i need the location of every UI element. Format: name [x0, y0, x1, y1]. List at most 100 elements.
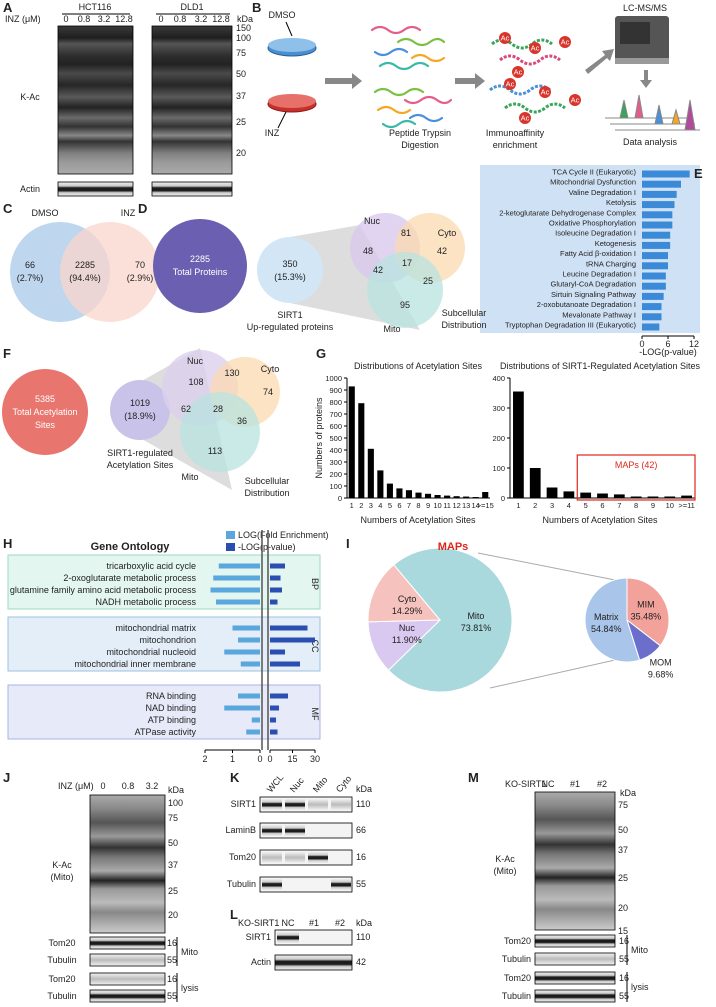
label: kDa — [356, 918, 372, 928]
blot — [534, 934, 616, 948]
dose: 0.8 — [78, 14, 91, 24]
workflow-b — [267, 16, 700, 131]
marker: 25 — [618, 873, 628, 883]
marker: 75 — [618, 800, 628, 810]
label: kDa — [237, 14, 253, 24]
label: Tom20 — [48, 974, 75, 984]
instrument-base — [615, 58, 669, 64]
blot — [534, 791, 616, 931]
y-tick-label: 100 — [329, 482, 342, 491]
category-label: mitochondrial inner membrane — [74, 659, 196, 669]
set-circle — [367, 252, 443, 328]
blot — [89, 953, 166, 967]
label: Tom20 — [229, 852, 256, 862]
category-label: Ketogenesis — [595, 239, 637, 248]
chart-title: Distributions of Acetylation Sites — [354, 361, 483, 371]
label: Data analysis — [623, 137, 678, 147]
label: INZ (μM) — [58, 781, 94, 791]
label: INZ (μM) — [5, 14, 41, 24]
slice-label: MIM — [637, 600, 655, 610]
bar — [642, 190, 677, 198]
category-label: NAD binding — [145, 703, 196, 713]
annotation: MAPs (42) — [615, 460, 658, 470]
blot — [259, 849, 353, 866]
blot-m — [534, 791, 628, 1003]
label: 55 — [619, 991, 629, 1001]
category-label: Oxidative Phosphorylation — [549, 219, 636, 228]
label: kDa — [356, 784, 372, 794]
x-tick-label: 5 — [584, 501, 588, 510]
y-tick-label: 400 — [492, 374, 505, 383]
x-tick-label: >=11 — [678, 501, 695, 510]
peptide — [410, 53, 446, 63]
peak — [619, 99, 629, 119]
marker: 37 — [236, 91, 246, 101]
slice — [387, 547, 513, 693]
label: Up-regulated proteins — [247, 322, 334, 332]
blot-a — [57, 13, 233, 197]
ac-mark — [529, 42, 541, 54]
band — [262, 879, 282, 890]
venn-f — [2, 348, 280, 490]
label: 55 — [619, 954, 629, 964]
label: SIRT1-regulated — [107, 448, 173, 458]
arrow — [325, 73, 362, 89]
label: Subcellular — [245, 476, 290, 486]
total-circle — [2, 369, 88, 455]
bar — [424, 493, 432, 498]
bar — [218, 563, 260, 569]
label: Tom20 — [504, 936, 531, 946]
label: Immunoaffinity — [486, 128, 545, 138]
ac-label: Ac — [571, 96, 580, 105]
label: 110 — [356, 932, 370, 942]
ac-label: Ac — [506, 80, 515, 89]
bar — [453, 496, 460, 498]
peak — [671, 108, 681, 125]
x-tick-label: 7 — [617, 501, 621, 510]
label: KO-SIRT1 — [505, 779, 546, 789]
label: Mito — [383, 324, 400, 334]
peptide — [373, 87, 425, 97]
label: 16 — [619, 936, 629, 946]
bar — [240, 661, 260, 667]
chart-title: Gene Ontology — [91, 541, 171, 553]
sample: #1 — [570, 779, 580, 789]
bar — [270, 575, 281, 581]
panel-label: D — [138, 201, 147, 216]
x-tick-label: 6 — [665, 339, 670, 349]
marker: 50 — [618, 825, 628, 835]
legend-swatch — [226, 543, 235, 551]
value-label: 14.29% — [392, 606, 423, 616]
band — [285, 825, 305, 836]
dose: 0 — [158, 14, 163, 24]
label: Tubulin — [227, 879, 256, 889]
label: Total Proteins — [173, 267, 228, 277]
bar — [613, 494, 625, 498]
arrow — [285, 21, 293, 37]
bar — [444, 495, 451, 498]
band — [285, 799, 305, 810]
dish — [268, 38, 316, 52]
label: 55 — [356, 879, 366, 889]
arrow — [585, 49, 614, 74]
label: 113 — [208, 446, 222, 456]
category-label: Tryptophan Degradation III (Eukaryotic) — [505, 321, 637, 330]
label: Distribution — [244, 488, 289, 498]
bar — [642, 231, 671, 239]
x-tick-label: 2 — [359, 501, 363, 510]
panel-label: K — [230, 770, 240, 785]
panel-label: B — [252, 0, 261, 15]
label: K-Ac — [20, 92, 40, 102]
x-tick-label: 8 — [634, 501, 638, 510]
subset-circle — [257, 237, 323, 303]
category-label: 2-ketoglutarate Dehydrogenase Complex — [499, 208, 636, 217]
label: Nuc — [364, 216, 381, 226]
peptide — [504, 102, 566, 114]
marker: 75 — [236, 48, 246, 58]
slice-label: Mito — [467, 611, 484, 621]
group-label: BP — [310, 578, 320, 590]
bar — [386, 483, 393, 498]
label: (18.9%) — [124, 411, 156, 421]
label: (2.7%) — [17, 273, 44, 283]
